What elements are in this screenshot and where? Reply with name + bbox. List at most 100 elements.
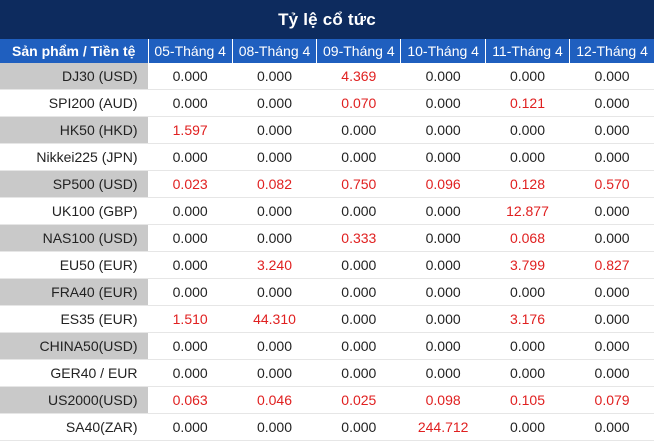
dividend-value-cell: 0.000 <box>232 143 318 171</box>
dividend-value-cell: 0.000 <box>569 224 654 252</box>
dividend-table: Sản phẩm / Tiền tệ 05-Tháng 4 08-Tháng 4… <box>0 39 654 441</box>
column-header-date: 11-Tháng 4 <box>485 39 571 63</box>
column-header-product: Sản phẩm / Tiền tệ <box>0 39 149 63</box>
column-header-date: 08-Tháng 4 <box>232 39 318 63</box>
dividend-value-cell: 0.000 <box>400 359 486 387</box>
dividend-value-cell: 0.750 <box>316 170 402 198</box>
dividend-value-cell: 0.000 <box>148 89 233 117</box>
dividend-value-cell: 0.000 <box>148 197 233 225</box>
dividend-value-cell: 0.000 <box>232 63 318 90</box>
dividend-value-cell: 0.000 <box>232 89 318 117</box>
dividend-value-cell: 0.000 <box>400 89 486 117</box>
dividend-value-cell: 244.712 <box>400 413 486 441</box>
dividend-value-cell: 1.510 <box>148 305 233 333</box>
table-row: US2000(USD) 0.063 0.046 0.025 0.098 0.105 0.07… <box>0 386 654 414</box>
dividend-value-cell: 0.000 <box>569 89 654 117</box>
dividend-value-cell: 0.000 <box>400 278 486 306</box>
product-cell: US2000(USD) <box>0 386 149 414</box>
dividend-value-cell: 0.000 <box>400 63 486 90</box>
dividend-value-cell: 44.310 <box>232 305 318 333</box>
dividend-value-cell: 3.799 <box>485 251 571 279</box>
dividend-value-cell: 0.000 <box>316 197 402 225</box>
table-row: NAS100 (USD) 0.000 0.000 0.333 0.000 0.068 0.0… <box>0 224 654 252</box>
dividend-value-cell: 0.000 <box>316 278 402 306</box>
dividend-value-cell: 0.063 <box>148 386 233 414</box>
column-header-date: 12-Tháng 4 <box>569 39 654 63</box>
dividend-value-cell: 0.000 <box>569 116 654 144</box>
dividend-value-cell: 0.098 <box>400 386 486 414</box>
dividend-value-cell: 0.000 <box>232 197 318 225</box>
table-row: SP500 (USD) 0.023 0.082 0.750 0.096 0.128 0.57… <box>0 170 654 198</box>
dividend-value-cell: 0.000 <box>569 278 654 306</box>
dividend-value-cell: 0.570 <box>569 170 654 198</box>
dividend-value-cell: 0.025 <box>316 386 402 414</box>
product-cell: SP500 (USD) <box>0 170 149 198</box>
dividend-value-cell: 4.369 <box>316 63 402 90</box>
dividend-value-cell: 0.000 <box>148 278 233 306</box>
dividend-value-cell: 0.000 <box>316 143 402 171</box>
dividend-value-cell: 0.000 <box>400 143 486 171</box>
table-row: EU50 (EUR) 0.000 3.240 0.000 0.000 3.799 0.827 <box>0 251 654 279</box>
product-cell: CHINA50(USD) <box>0 332 149 360</box>
dividend-value-cell: 0.000 <box>316 251 402 279</box>
dividend-value-cell: 0.023 <box>148 170 233 198</box>
column-header-date: 09-Tháng 4 <box>316 39 402 63</box>
dividend-value-cell: 0.000 <box>316 116 402 144</box>
dividend-value-cell: 0.000 <box>148 413 233 441</box>
table-header-row: Sản phẩm / Tiền tệ 05-Tháng 4 08-Tháng 4… <box>0 39 654 63</box>
column-header-date: 10-Tháng 4 <box>400 39 486 63</box>
dividend-value-cell: 0.000 <box>148 63 233 90</box>
dividend-value-cell: 0.096 <box>400 170 486 198</box>
dividend-value-cell: 12.877 <box>485 197 571 225</box>
dividend-value-cell: 0.000 <box>148 224 233 252</box>
dividend-value-cell: 0.000 <box>232 278 318 306</box>
dividend-value-cell: 0.000 <box>569 332 654 360</box>
dividend-value-cell: 0.128 <box>485 170 571 198</box>
dividend-value-cell: 0.000 <box>569 197 654 225</box>
product-cell: Nikkei225 (JPN) <box>0 143 149 171</box>
dividend-value-cell: 3.240 <box>232 251 318 279</box>
dividend-value-cell: 0.000 <box>485 278 571 306</box>
table-row: SA40(ZAR) 0.000 0.000 0.000 244.712 0.000 0.00… <box>0 413 654 441</box>
dividend-value-cell: 0.000 <box>485 116 571 144</box>
product-cell: HK50 (HKD) <box>0 116 149 144</box>
dividend-value-cell: 0.000 <box>400 116 486 144</box>
dividend-value-cell: 0.000 <box>232 116 318 144</box>
dividend-value-cell: 0.082 <box>232 170 318 198</box>
dividend-value-cell: 0.000 <box>316 305 402 333</box>
dividend-value-cell: 0.000 <box>316 413 402 441</box>
dividend-value-cell: 0.000 <box>316 359 402 387</box>
table-row: CHINA50(USD) 0.000 0.000 0.000 0.000 0.000 0.0… <box>0 332 654 360</box>
table-row: SPI200 (AUD) 0.000 0.000 0.070 0.000 0.121 0.0… <box>0 89 654 117</box>
product-cell: ES35 (EUR) <box>0 305 149 333</box>
table-row: UK100 (GBP) 0.000 0.000 0.000 0.000 12.877 0.0… <box>0 197 654 225</box>
dividend-value-cell: 0.000 <box>400 224 486 252</box>
dividend-value-cell: 0.000 <box>569 143 654 171</box>
dividend-value-cell: 0.000 <box>400 332 486 360</box>
product-cell: SPI200 (AUD) <box>0 89 149 117</box>
table-row: GER40 / EUR 0.000 0.000 0.000 0.000 0.000 0.00… <box>0 359 654 387</box>
dividend-value-cell: 0.000 <box>232 413 318 441</box>
dividend-value-cell: 0.000 <box>569 305 654 333</box>
dividend-value-cell: 1.597 <box>148 116 233 144</box>
dividend-value-cell: 0.000 <box>485 359 571 387</box>
dividend-value-cell: 0.000 <box>485 63 571 90</box>
dividend-value-cell: 0.000 <box>232 332 318 360</box>
table-row: HK50 (HKD) 1.597 0.000 0.000 0.000 0.000 0.000 <box>0 116 654 144</box>
dividend-value-cell: 0.000 <box>232 359 318 387</box>
dividend-value-cell: 0.000 <box>400 251 486 279</box>
dividend-value-cell: 0.000 <box>569 63 654 90</box>
product-cell: GER40 / EUR <box>0 359 149 387</box>
product-cell: FRA40 (EUR) <box>0 278 149 306</box>
dividend-value-cell: 0.105 <box>485 386 571 414</box>
product-cell: SA40(ZAR) <box>0 413 149 441</box>
dividend-value-cell: 0.070 <box>316 89 402 117</box>
dividend-value-cell: 0.000 <box>232 224 318 252</box>
dividend-value-cell: 0.827 <box>569 251 654 279</box>
table-row: Nikkei225 (JPN) 0.000 0.000 0.000 0.000 0.000… <box>0 143 654 171</box>
dividend-value-cell: 0.000 <box>485 413 571 441</box>
dividend-value-cell: 0.000 <box>148 251 233 279</box>
dividend-value-cell: 0.000 <box>569 359 654 387</box>
dividend-value-cell: 0.046 <box>232 386 318 414</box>
